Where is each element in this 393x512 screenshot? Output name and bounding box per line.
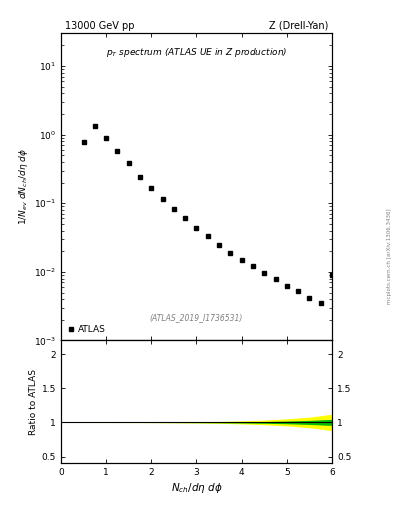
ATLAS bbox=[104, 135, 108, 141]
ATLAS bbox=[81, 139, 86, 145]
ATLAS bbox=[318, 300, 323, 306]
Text: (ATLAS_2019_I1736531): (ATLAS_2019_I1736531) bbox=[150, 313, 243, 322]
ATLAS bbox=[262, 270, 266, 276]
ATLAS bbox=[285, 283, 289, 289]
ATLAS bbox=[330, 272, 334, 278]
ATLAS bbox=[228, 250, 233, 256]
Text: Z (Drell-Yan): Z (Drell-Yan) bbox=[269, 20, 328, 31]
ATLAS bbox=[115, 148, 120, 154]
Y-axis label: Ratio to ATLAS: Ratio to ATLAS bbox=[29, 369, 37, 435]
ATLAS bbox=[160, 196, 165, 202]
ATLAS bbox=[171, 206, 176, 212]
X-axis label: $N_{ch}/d\eta\ d\phi$: $N_{ch}/d\eta\ d\phi$ bbox=[171, 481, 222, 496]
Line: ATLAS: ATLAS bbox=[81, 123, 334, 306]
ATLAS bbox=[251, 263, 255, 269]
ATLAS bbox=[138, 174, 142, 180]
ATLAS bbox=[149, 185, 154, 191]
Text: 13000 GeV pp: 13000 GeV pp bbox=[65, 20, 134, 31]
Text: mcplots.cern.ch [arXiv:1306.3436]: mcplots.cern.ch [arXiv:1306.3436] bbox=[387, 208, 392, 304]
ATLAS bbox=[296, 288, 301, 294]
ATLAS bbox=[217, 242, 222, 248]
ATLAS bbox=[307, 294, 312, 301]
ATLAS bbox=[206, 233, 210, 239]
ATLAS bbox=[126, 160, 131, 166]
ATLAS bbox=[183, 216, 187, 222]
ATLAS bbox=[239, 257, 244, 263]
ATLAS bbox=[194, 225, 199, 231]
ATLAS bbox=[92, 122, 97, 129]
Y-axis label: $1/N_{ev}\ dN_{ch}/d\eta\ d\phi$: $1/N_{ev}\ dN_{ch}/d\eta\ d\phi$ bbox=[17, 148, 29, 225]
Legend: ATLAS: ATLAS bbox=[65, 324, 108, 336]
Text: $p_T$ spectrum (ATLAS UE in Z production): $p_T$ spectrum (ATLAS UE in Z production… bbox=[106, 46, 287, 58]
ATLAS bbox=[273, 276, 278, 282]
